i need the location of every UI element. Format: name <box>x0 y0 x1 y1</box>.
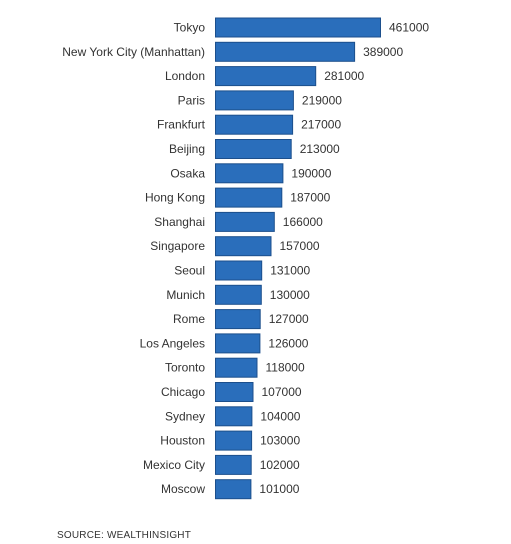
value-label: 107000 <box>262 385 302 399</box>
bar-london <box>215 66 317 87</box>
category-label: Frankfurt <box>157 118 206 132</box>
bar-sydney <box>215 406 253 427</box>
value-label: 187000 <box>290 191 330 205</box>
value-label: 213000 <box>300 142 340 156</box>
bar-moscow <box>215 479 252 500</box>
value-label: 102000 <box>260 458 300 472</box>
category-label: London <box>165 69 205 83</box>
value-label: 217000 <box>301 118 341 132</box>
category-label: Rome <box>173 312 205 326</box>
value-label: 118000 <box>266 361 305 375</box>
category-label: Hong Kong <box>145 191 205 205</box>
category-label: Tokyo <box>174 21 206 35</box>
bar-los-angeles <box>215 333 261 354</box>
category-label: Chicago <box>161 385 205 399</box>
value-labels: 461000 389000 281000 219000 217000 213000 1900… <box>259 21 429 497</box>
bar-rome <box>215 309 261 330</box>
bar-frankfurt <box>215 114 294 135</box>
bar-toronto <box>215 357 258 378</box>
bar-hong-kong <box>215 187 283 208</box>
value-label: 127000 <box>269 312 309 326</box>
value-label: 281000 <box>324 69 364 83</box>
value-label: 190000 <box>291 166 331 180</box>
bar-new-york-city-manhattan <box>215 41 356 62</box>
value-label: 389000 <box>363 45 403 59</box>
category-label: Osaka <box>170 166 205 180</box>
category-label: Munich <box>166 288 205 302</box>
category-label: New York City (Manhattan) <box>62 45 205 59</box>
category-label: Beijing <box>169 142 205 156</box>
category-label: Houston <box>160 434 205 448</box>
bar-beijing <box>215 139 292 159</box>
value-label: 130000 <box>270 288 310 302</box>
category-label: Seoul <box>174 264 205 278</box>
value-label: 101000 <box>259 482 299 496</box>
value-label: 219000 <box>302 93 342 107</box>
category-label: Los Angeles <box>140 336 205 350</box>
bar-singapore <box>215 236 272 257</box>
bar-chicago <box>215 382 254 402</box>
category-label: Sydney <box>165 409 205 423</box>
source-note: SOURCE: WEALTHINSIGHT <box>57 530 192 541</box>
bar-osaka <box>215 163 284 184</box>
bars-layer <box>215 17 381 500</box>
value-label: 131000 <box>270 264 310 278</box>
value-label: 461000 <box>389 21 429 35</box>
category-labels: Tokyo New York City (Manhattan) London Pari… <box>62 21 205 497</box>
bar-mexico-city <box>215 454 252 475</box>
category-label: Singapore <box>150 239 205 253</box>
category-label: Mexico City <box>143 458 205 472</box>
category-label: Shanghai <box>154 215 205 229</box>
bar-paris <box>215 90 294 111</box>
value-label: 103000 <box>260 434 300 448</box>
value-label: 166000 <box>283 215 323 229</box>
value-label: 104000 <box>260 409 300 423</box>
bar-munich <box>215 284 262 305</box>
value-label: 126000 <box>268 336 308 350</box>
category-label: Toronto <box>165 361 205 375</box>
category-label: Moscow <box>161 482 205 496</box>
bar-seoul <box>215 260 263 281</box>
bar-houston <box>215 430 253 451</box>
value-label: 157000 <box>280 239 320 253</box>
category-label: Paris <box>178 93 205 107</box>
bar-shanghai <box>215 211 275 232</box>
bar-tokyo <box>215 17 381 38</box>
